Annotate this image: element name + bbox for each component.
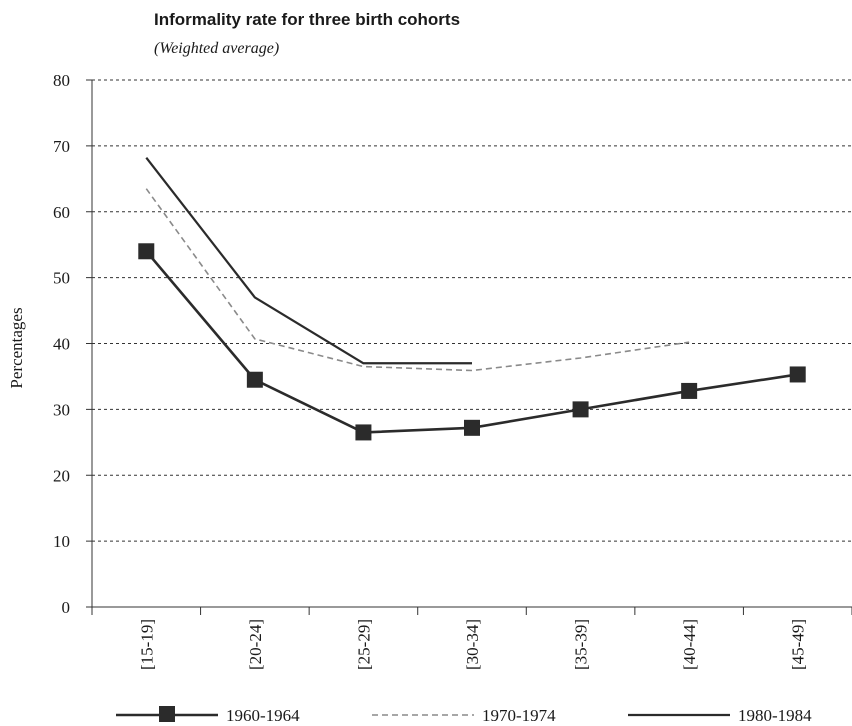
y-tick-label: 20 (53, 466, 70, 485)
x-tick-label: [20-24] (246, 619, 265, 670)
data-point-marker (355, 424, 372, 441)
chart-title: Informality rate for three birth cohorts (154, 10, 461, 29)
axes: 0 10 20 30 40 50 60 70 80 [15-19] [20-24] [25-29] [3… (53, 71, 852, 670)
legend-label: 1960-1964 (226, 706, 300, 725)
y-tick-label: 80 (53, 71, 70, 90)
data-point-marker (246, 371, 263, 388)
y-tick-label: 40 (53, 335, 70, 354)
y-tick-label: 70 (53, 137, 70, 156)
legend-label: 1970-1974 (482, 706, 556, 725)
data-point-marker (464, 419, 480, 436)
legend-marker (159, 706, 175, 722)
data-point-marker (138, 243, 155, 260)
series-line-1980-1984 (145, 157, 472, 365)
series-line-1970-1974 (145, 188, 690, 372)
y-tick-label: 0 (62, 598, 71, 617)
y-tick-label: 30 (53, 400, 70, 419)
legend-label: 1980-1984 (738, 706, 812, 725)
x-tick-label: [35-39] (572, 619, 591, 670)
data-point-marker (789, 366, 806, 383)
data-point-marker (681, 382, 698, 399)
series-line-1960-1964 (145, 250, 798, 434)
chart-subtitle: (Weighted average) (154, 40, 280, 57)
data-point-marker (572, 401, 589, 418)
x-tick-label: [15-19] (137, 619, 156, 670)
gridlines (92, 79, 852, 542)
series-lines (138, 157, 806, 441)
y-axis-title: Percentages (7, 307, 26, 388)
x-tick-label: [30-34] (463, 619, 482, 670)
x-tick-label: [25-29] (354, 619, 373, 670)
legend: 1960-1964 1970-1974 1980-1984 (116, 706, 812, 725)
y-tick-label: 10 (53, 532, 70, 551)
y-tick-label: 60 (53, 203, 70, 222)
y-tick-label: 50 (53, 269, 70, 288)
x-tick-label: [45-49] (789, 619, 808, 670)
x-tick-label: [40-44] (680, 619, 699, 670)
